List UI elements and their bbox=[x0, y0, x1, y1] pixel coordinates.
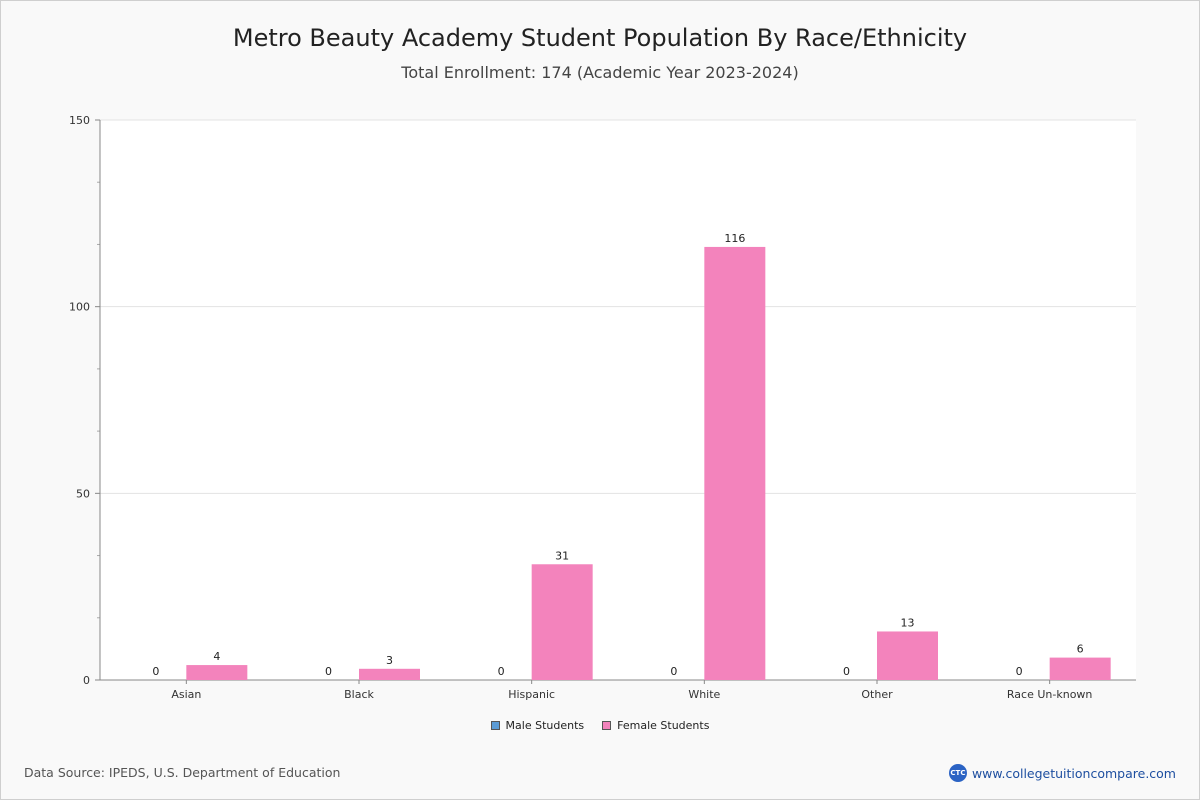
bar-female bbox=[531, 564, 593, 680]
legend-swatch-male bbox=[490, 721, 500, 730]
chart-title: Metro Beauty Academy Student Population … bbox=[232, 24, 968, 52]
x-tick-label: Black bbox=[344, 688, 374, 701]
plot-area bbox=[100, 120, 1136, 680]
bar-female bbox=[704, 246, 766, 680]
y-tick-label: 150 bbox=[69, 114, 90, 127]
y-tick-label: 100 bbox=[69, 301, 90, 314]
legend-swatch-female bbox=[602, 721, 612, 730]
y-tick-label: 0 bbox=[83, 674, 90, 687]
x-tick-label: Race Un-known bbox=[1007, 688, 1093, 701]
x-tick-label: Asian bbox=[171, 688, 201, 701]
data-label: 31 bbox=[555, 549, 569, 562]
data-source: Data Source: IPEDS, U.S. Department of E… bbox=[24, 765, 341, 780]
legend-item-male[interactable]: Male Students bbox=[490, 719, 585, 732]
legend-label-female: Female Students bbox=[617, 719, 710, 732]
data-label: 0 bbox=[498, 665, 505, 678]
x-tick-label: White bbox=[688, 688, 720, 701]
data-label: 0 bbox=[670, 665, 677, 678]
chart-subtitle: Total Enrollment: 174 (Academic Year 202… bbox=[401, 63, 799, 82]
x-tick-label: Hispanic bbox=[508, 688, 555, 701]
x-tick-label: Other bbox=[861, 688, 893, 701]
data-label: 13 bbox=[901, 616, 915, 629]
bar-female bbox=[877, 631, 938, 680]
legend-label-male: Male Students bbox=[505, 719, 585, 732]
y-tick-label: 50 bbox=[76, 487, 90, 500]
data-label: 0 bbox=[325, 665, 332, 678]
data-label: 0 bbox=[1016, 665, 1023, 678]
legend: Male Students Female Students bbox=[0, 719, 1200, 732]
ctc-logo-icon: CTC bbox=[948, 764, 967, 782]
bar-female bbox=[186, 665, 248, 680]
brand-url: www.collegetuitioncompare.com bbox=[971, 765, 1176, 781]
data-label: 3 bbox=[386, 654, 393, 667]
brand-link[interactable]: CTC www.collegetuitioncompare.com bbox=[948, 764, 1176, 782]
bar-female bbox=[1049, 657, 1111, 680]
data-label: 6 bbox=[1077, 643, 1084, 656]
data-label: 0 bbox=[843, 665, 850, 678]
data-label: 4 bbox=[213, 650, 220, 663]
data-label: 116 bbox=[724, 232, 745, 245]
data-label: 0 bbox=[152, 665, 159, 678]
bar-female bbox=[359, 668, 420, 680]
legend-item-female[interactable]: Female Students bbox=[602, 719, 709, 732]
